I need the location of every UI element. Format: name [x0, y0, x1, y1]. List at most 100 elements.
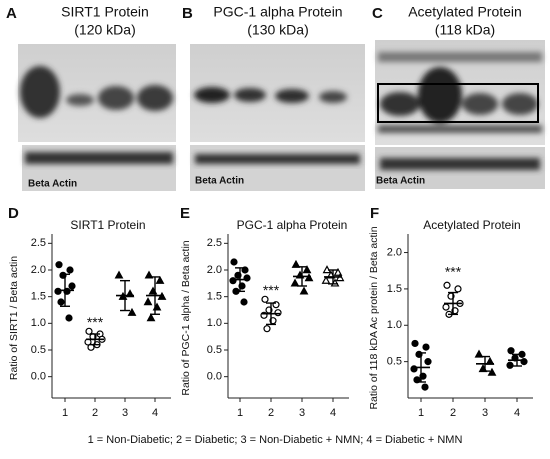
actin-label: Beta Actin — [376, 176, 425, 187]
data-point — [321, 275, 331, 284]
data-point — [114, 270, 124, 279]
y-tick-label: 0.0 — [207, 371, 222, 383]
data-point — [302, 265, 312, 274]
panel-label: E — [180, 205, 190, 222]
bands — [194, 87, 347, 103]
data-point — [299, 286, 309, 295]
data-point — [454, 285, 462, 293]
x-tick-label: 3 — [122, 407, 128, 419]
actin-label: Beta Actin — [195, 176, 244, 187]
blot-panel: B PGC-1 alpha Protein (130 kDa) Beta Act… — [182, 4, 365, 191]
y-tick-label: 0.5 — [31, 344, 46, 356]
y-tick-label: 1.5 — [31, 291, 46, 303]
bands — [378, 52, 542, 133]
blot-panel: A SIRT1 Protein (120 kDa) Beta Actin — [6, 4, 176, 191]
significance: *** — [87, 314, 104, 330]
y-tick-label: 0.5 — [207, 344, 222, 356]
blot-title: PGC-1 alpha Protein — [213, 4, 342, 20]
data-point — [506, 361, 514, 369]
data-point — [229, 277, 237, 285]
x-tick-label: 1 — [237, 407, 243, 419]
dot-plot: E PGC-1 alpha Protein Ratio of PGC-1 alpha… — [180, 205, 349, 419]
y-tick-label: 1.0 — [31, 317, 46, 329]
panel-label: F — [370, 205, 379, 222]
y-axis-label: Ratio of 118 kDA Ac protein / Beta actin — [368, 226, 380, 409]
actin-label: Beta Actin — [28, 179, 77, 190]
data-point — [65, 314, 73, 322]
data-point — [290, 278, 300, 287]
chart-title: PGC-1 alpha Protein — [237, 218, 348, 232]
data-point — [54, 287, 62, 295]
y-tick-label: 2.0 — [31, 264, 46, 276]
data-point — [66, 266, 74, 274]
data-point — [263, 325, 271, 333]
data-point — [442, 303, 450, 311]
y-tick-label: 1.5 — [387, 283, 402, 295]
significance: *** — [445, 264, 462, 280]
blot-panel: C Acetylated Protein (118 kDa) Beta Acti… — [372, 4, 545, 189]
x-tick-label: 4 — [152, 407, 158, 419]
data-point — [304, 273, 314, 282]
y-axis-label: Ratio of PGC-1 alpha / Beta actin — [180, 240, 192, 395]
blot-title: Acetylated Protein — [408, 4, 522, 20]
y-tick-label: 0.0 — [31, 371, 46, 383]
y-tick-label: 0.5 — [387, 356, 402, 368]
x-tick-label: 1 — [62, 407, 68, 419]
data-point — [274, 309, 282, 317]
x-tick-label: 1 — [418, 407, 424, 419]
y-tick-label: 2.0 — [207, 264, 222, 276]
x-tick-label: 2 — [92, 407, 98, 419]
footnote: 1 = Non-Diabetic; 2 = Diabetic; 3 = Non-… — [88, 434, 463, 446]
y-tick-label: 2.0 — [387, 246, 402, 258]
bands — [20, 66, 173, 118]
y-axis-label: Ratio of SIRT1 / Beta actin — [8, 256, 20, 380]
data-point — [155, 275, 165, 284]
y-tick-label: 1.0 — [387, 319, 402, 331]
blot-title: SIRT1 Protein — [61, 4, 149, 20]
y-tick-label: 2.5 — [207, 237, 222, 249]
data-point — [143, 297, 153, 306]
y-tick-label: 1.0 — [207, 317, 222, 329]
y-tick-label: 1.5 — [207, 291, 222, 303]
data-point — [421, 383, 429, 391]
data-point — [474, 349, 484, 358]
x-tick-label: 4 — [330, 407, 336, 419]
blot-subtitle: (118 kDa) — [435, 22, 495, 38]
data-point — [55, 261, 63, 269]
blot-subtitle: (130 kDa) — [247, 22, 308, 38]
x-tick-label: 2 — [450, 407, 456, 419]
blot-subtitle: (120 kDa) — [74, 22, 135, 38]
chart-title: SIRT1 Protein — [70, 218, 145, 232]
data-point — [146, 313, 156, 322]
data-point — [240, 298, 248, 306]
data-point — [487, 367, 497, 376]
data-point — [411, 339, 419, 348]
x-tick-label: 2 — [268, 407, 274, 419]
panel-label: A — [6, 5, 17, 22]
significance: *** — [263, 282, 280, 298]
actin-blot — [190, 145, 365, 191]
data-point — [68, 282, 76, 290]
data-point — [85, 327, 93, 335]
x-tick-label: 3 — [482, 407, 488, 419]
data-point — [127, 307, 137, 316]
data-point — [261, 295, 269, 303]
x-tick-label: 4 — [514, 407, 520, 419]
data-point — [230, 258, 238, 266]
panel-label: D — [8, 205, 19, 222]
y-tick-label: 2.5 — [31, 237, 46, 249]
dot-plot: F Acetylated Protein Ratio of 118 kDA Ac p… — [368, 205, 533, 419]
data-point — [291, 259, 301, 268]
dot-plot: D SIRT1 Protein Ratio of SIRT1 / Beta acti… — [8, 205, 171, 419]
data-point — [422, 343, 430, 351]
data-point — [57, 298, 65, 306]
chart-title: Acetylated Protein — [423, 218, 520, 232]
data-point — [443, 281, 451, 289]
panel-label: B — [182, 5, 193, 22]
highlight-box — [377, 83, 539, 123]
data-point — [507, 347, 515, 355]
x-tick-label: 3 — [299, 407, 305, 419]
data-point — [424, 358, 432, 366]
panel-label: C — [372, 5, 383, 22]
